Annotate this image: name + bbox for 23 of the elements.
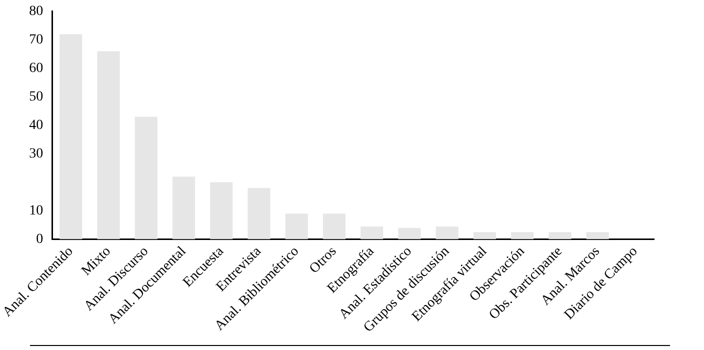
bar <box>97 51 120 240</box>
bar <box>248 188 270 240</box>
y-tick-label: 30 <box>29 146 44 162</box>
bar <box>322 214 346 240</box>
bar <box>548 232 572 240</box>
y-tick-label: 70 <box>29 32 44 48</box>
bar <box>134 116 158 240</box>
y-tick-label: 0 <box>36 232 44 247</box>
bar <box>360 226 384 240</box>
y-tick-label: 10 <box>29 203 44 218</box>
bar <box>285 214 308 240</box>
bar <box>436 226 458 240</box>
bar <box>172 176 196 240</box>
bar <box>398 228 421 240</box>
bar <box>473 232 496 240</box>
y-tick-label: 80 <box>29 4 44 20</box>
bar <box>586 232 609 240</box>
y-tick-label: 40 <box>29 118 44 134</box>
bar <box>511 232 534 240</box>
bar <box>60 34 82 240</box>
bar <box>210 182 233 240</box>
y-tick-label: 60 <box>29 61 44 76</box>
y-tick-label: 50 <box>29 90 44 105</box>
